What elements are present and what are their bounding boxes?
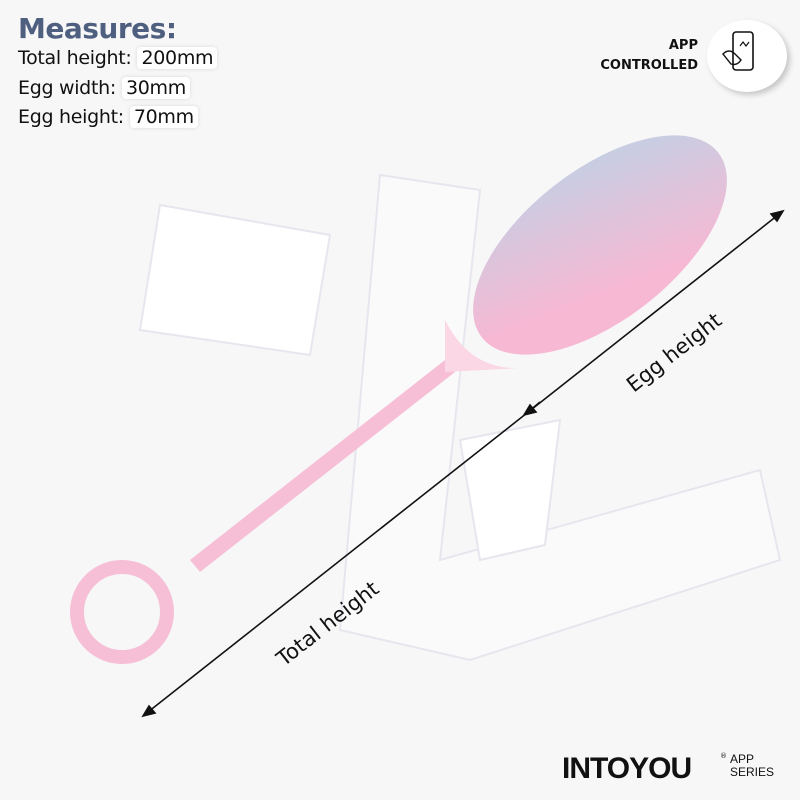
app-series-label: APP SERIES	[730, 753, 774, 779]
registered-mark: ®	[720, 752, 727, 760]
dimension-lines	[141, 209, 785, 718]
series-line1: APP	[730, 752, 755, 766]
app-controlled-label: APP CONTROLLED	[600, 36, 698, 76]
background-watermark	[138, 173, 782, 662]
measure-row-egg-height: Egg height: 70mm	[18, 106, 198, 128]
badge-line1: APP	[668, 38, 698, 53]
brand-logo: INTOYOU	[562, 752, 692, 785]
measure-value: 70mm	[129, 106, 198, 128]
measure-value: 30mm	[121, 77, 190, 99]
egg-vibrator	[70, 135, 727, 664]
phone-touch-icon	[722, 31, 754, 71]
measures-title: Measures:	[18, 12, 177, 45]
measure-row-total-height: Total height: 200mm	[18, 47, 218, 69]
measure-label: Egg width:	[18, 77, 116, 99]
measure-row-egg-width: Egg width: 30mm	[18, 77, 190, 99]
badge-line2: CONTROLLED	[600, 58, 698, 73]
measure-value: 200mm	[137, 47, 218, 69]
app-controlled-badge	[707, 20, 787, 92]
series-line2: SERIES	[730, 765, 775, 779]
measure-label: Total height:	[18, 47, 132, 69]
measure-label: Egg height:	[18, 106, 124, 128]
